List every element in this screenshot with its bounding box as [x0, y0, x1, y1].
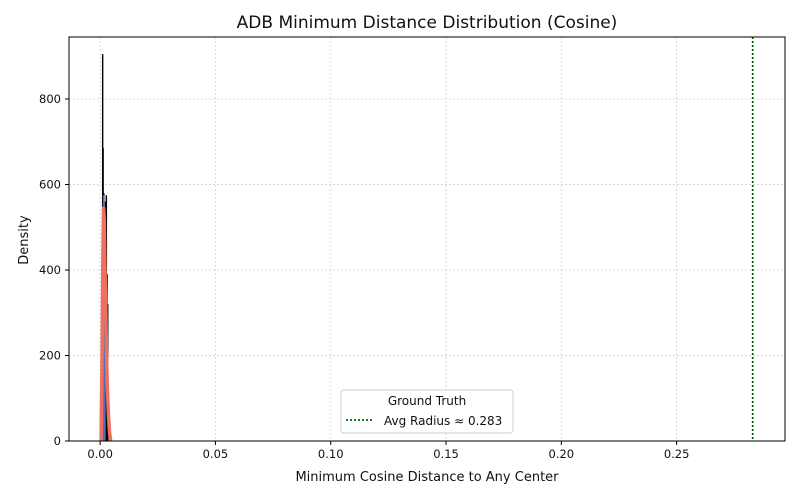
x-tick-label: 0.10 — [318, 447, 344, 461]
x-axis-label: Minimum Cosine Distance to Any Center — [295, 470, 559, 485]
histogram-bar — [104, 304, 106, 441]
y-axis-label: Density — [17, 215, 32, 265]
chart-title: ADB Minimum Distance Distribution (Cosin… — [237, 13, 618, 33]
x-tick-label: 0.05 — [203, 447, 229, 461]
x-tick-label: 0.25 — [664, 447, 690, 461]
grid-layer — [69, 37, 785, 442]
x-tick-label: 0.15 — [433, 447, 459, 461]
x-tick-label: 0.00 — [87, 447, 113, 461]
legend-box — [340, 389, 514, 434]
legend: Ground Truth Avg Radius ≈ 0.283 — [340, 389, 514, 434]
data-layer — [99, 54, 113, 442]
kde-curve — [99, 206, 113, 442]
y-tick-label: 400 — [39, 263, 61, 277]
x-axis-ticks: 0.00 0.05 0.10 0.15 0.20 0.25 — [87, 441, 689, 461]
plot-frame — [68, 36, 786, 442]
y-tick-label: 200 — [39, 348, 61, 362]
y-tick-label: 800 — [39, 92, 61, 106]
y-tick-label: 600 — [39, 177, 61, 191]
y-tick-label: 0 — [54, 434, 61, 448]
x-tick-label: 0.20 — [549, 447, 575, 461]
legend-title: Ground Truth — [388, 394, 466, 408]
y-axis-ticks: 0 200 400 600 800 — [39, 92, 69, 448]
legend-entry-avg-radius: Avg Radius ≈ 0.283 — [384, 414, 502, 428]
